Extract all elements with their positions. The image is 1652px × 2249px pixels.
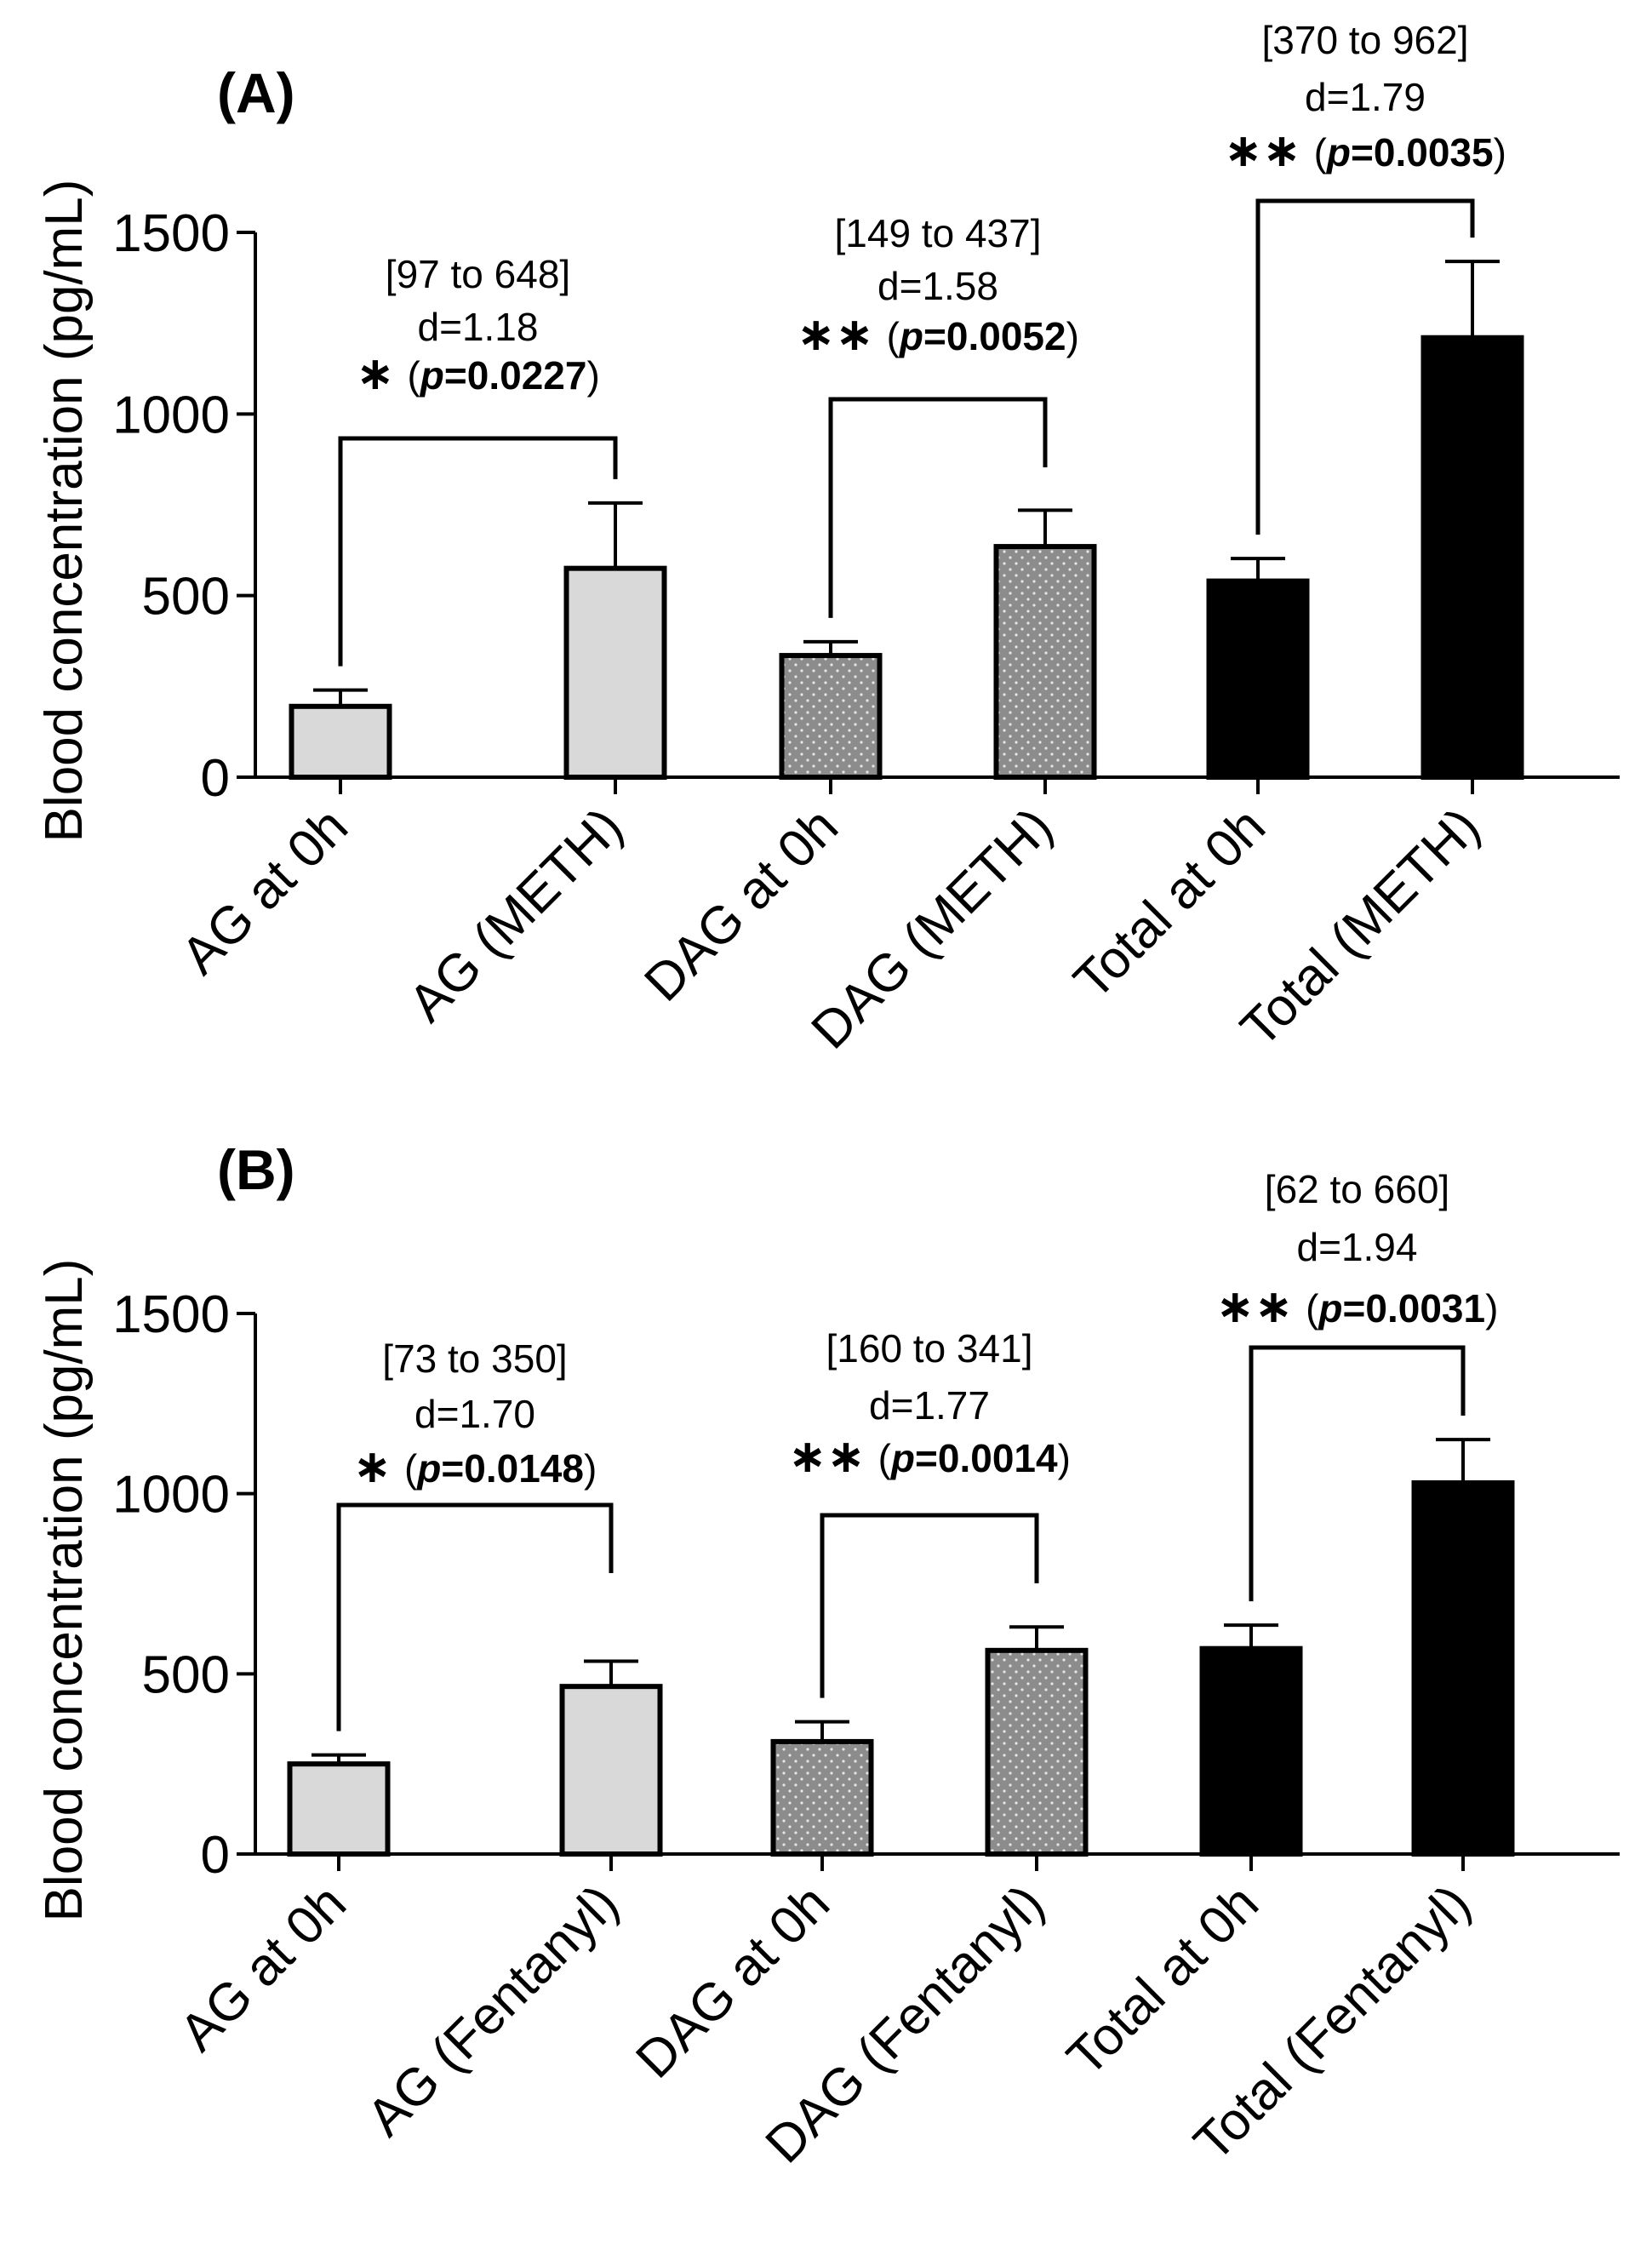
significance-bracket xyxy=(336,1502,614,1731)
confidence-interval-label: [62 to 660] xyxy=(1265,1167,1449,1211)
p-open-paren: ( xyxy=(887,314,900,358)
panel-a-y-axis-title: Blood concentration (pg/mL) xyxy=(35,180,94,843)
bar xyxy=(779,653,883,780)
p-close-paren: ) xyxy=(1494,130,1506,175)
effect-size-label: d=1.18 xyxy=(418,305,539,349)
p-close-paren: ) xyxy=(1058,1436,1071,1480)
p-value-label: ∗∗ (p=0.0035) xyxy=(1224,125,1506,176)
significance-bracket xyxy=(1255,198,1475,535)
bar xyxy=(985,1647,1089,1857)
significance-bracket xyxy=(820,1513,1039,1698)
p-value: =0.0052 xyxy=(923,314,1066,358)
significance-bracket xyxy=(338,436,618,667)
category-label: AG at 0h xyxy=(169,1874,357,2063)
panel-a-label: (A) xyxy=(217,61,295,124)
panel-a: (A) Blood concentration (pg/mL) 0 500 1000… xyxy=(35,18,1620,1060)
y-tick-label: 1000 xyxy=(112,386,230,444)
p-value: =0.0148 xyxy=(441,1446,584,1491)
p-open-paren: ( xyxy=(404,1446,418,1491)
category-label: AG at 0h xyxy=(170,797,359,986)
bar xyxy=(1199,1645,1303,1857)
p-close-paren: ) xyxy=(1485,1286,1498,1331)
significance-stars: ∗∗ xyxy=(1216,1281,1306,1332)
p-value-label: ∗∗ (p=0.0052) xyxy=(797,309,1079,360)
p-symbol: p xyxy=(1325,130,1351,175)
effect-size-label: d=1.94 xyxy=(1297,1225,1418,1269)
category-label: Total at 0h xyxy=(1056,1874,1270,2087)
category-label: AG (Fentanyl) xyxy=(356,1874,630,2148)
p-open-paren: ( xyxy=(1306,1286,1319,1331)
bar xyxy=(1411,1479,1515,1857)
effect-size-label: d=1.58 xyxy=(877,264,998,308)
significance-bracket xyxy=(828,397,1048,618)
bar xyxy=(287,1761,391,1857)
effect-size-label: d=1.79 xyxy=(1305,75,1426,119)
y-tick-label: 1000 xyxy=(112,1466,230,1525)
y-tick-label: 0 xyxy=(201,749,230,808)
p-open-paren: ( xyxy=(407,353,420,398)
confidence-interval-label: [149 to 437] xyxy=(835,211,1042,255)
p-symbol: p xyxy=(889,1436,915,1480)
category-label: Total at 0h xyxy=(1063,797,1277,1010)
bar xyxy=(559,1684,663,1857)
p-value: =0.0031 xyxy=(1343,1286,1486,1331)
significance-stars: ∗ xyxy=(356,348,407,399)
confidence-interval-label: [73 to 350] xyxy=(382,1336,567,1381)
bar xyxy=(289,703,392,780)
y-tick-label: 1500 xyxy=(112,204,230,263)
p-value: =0.0014 xyxy=(915,1436,1058,1480)
category-label: AG (METH) xyxy=(397,797,634,1033)
p-symbol: p xyxy=(419,353,444,398)
panel-b-y-axis-title: Blood concentration (pg/mL) xyxy=(35,1259,94,1922)
bar xyxy=(770,1738,874,1857)
confidence-interval-label: [97 to 648] xyxy=(386,252,570,296)
category-label: DAG at 0h xyxy=(625,1874,840,2089)
effect-size-label: d=1.77 xyxy=(869,1383,990,1428)
p-open-paren: ( xyxy=(878,1436,892,1480)
p-value-label: ∗ (p=0.0227) xyxy=(356,348,600,399)
p-value: =0.0227 xyxy=(444,353,587,398)
p-symbol: p xyxy=(415,1446,441,1491)
y-tick-label: 0 xyxy=(201,1826,230,1885)
panel-b-label: (B) xyxy=(217,1138,295,1201)
bar xyxy=(563,565,667,781)
y-tick-label: 1500 xyxy=(112,1285,230,1344)
y-tick-label: 500 xyxy=(142,568,230,627)
significance-stars: ∗∗ xyxy=(797,309,887,360)
p-close-paren: ) xyxy=(1066,314,1079,358)
significance-stars: ∗∗ xyxy=(788,1431,878,1482)
effect-size-label: d=1.70 xyxy=(414,1392,535,1436)
p-close-paren: ) xyxy=(584,1446,597,1491)
panel-b: (B) Blood concentration (pg/mL) 0 500 1000… xyxy=(35,1138,1620,2174)
bar xyxy=(1206,578,1310,780)
significance-stars: ∗∗ xyxy=(1224,125,1314,176)
confidence-interval-label: [160 to 341] xyxy=(826,1326,1033,1371)
p-symbol: p xyxy=(1317,1286,1342,1331)
y-tick-label: 500 xyxy=(142,1645,230,1704)
bar xyxy=(1420,335,1524,780)
bar xyxy=(993,544,1097,780)
confidence-interval-label: [370 to 962] xyxy=(1262,18,1469,62)
p-close-paren: ) xyxy=(586,353,599,398)
significance-stars: ∗ xyxy=(353,1441,404,1492)
p-value-label: ∗∗ (p=0.0031) xyxy=(1216,1281,1499,1332)
p-value-label: ∗ (p=0.0148) xyxy=(353,1441,597,1492)
p-open-paren: ( xyxy=(1314,130,1328,175)
category-label: DAG at 0h xyxy=(633,797,849,1012)
p-symbol: p xyxy=(898,314,923,358)
p-value: =0.0035 xyxy=(1351,130,1494,175)
p-value-label: ∗∗ (p=0.0014) xyxy=(788,1431,1071,1482)
significance-bracket xyxy=(1249,1345,1466,1602)
